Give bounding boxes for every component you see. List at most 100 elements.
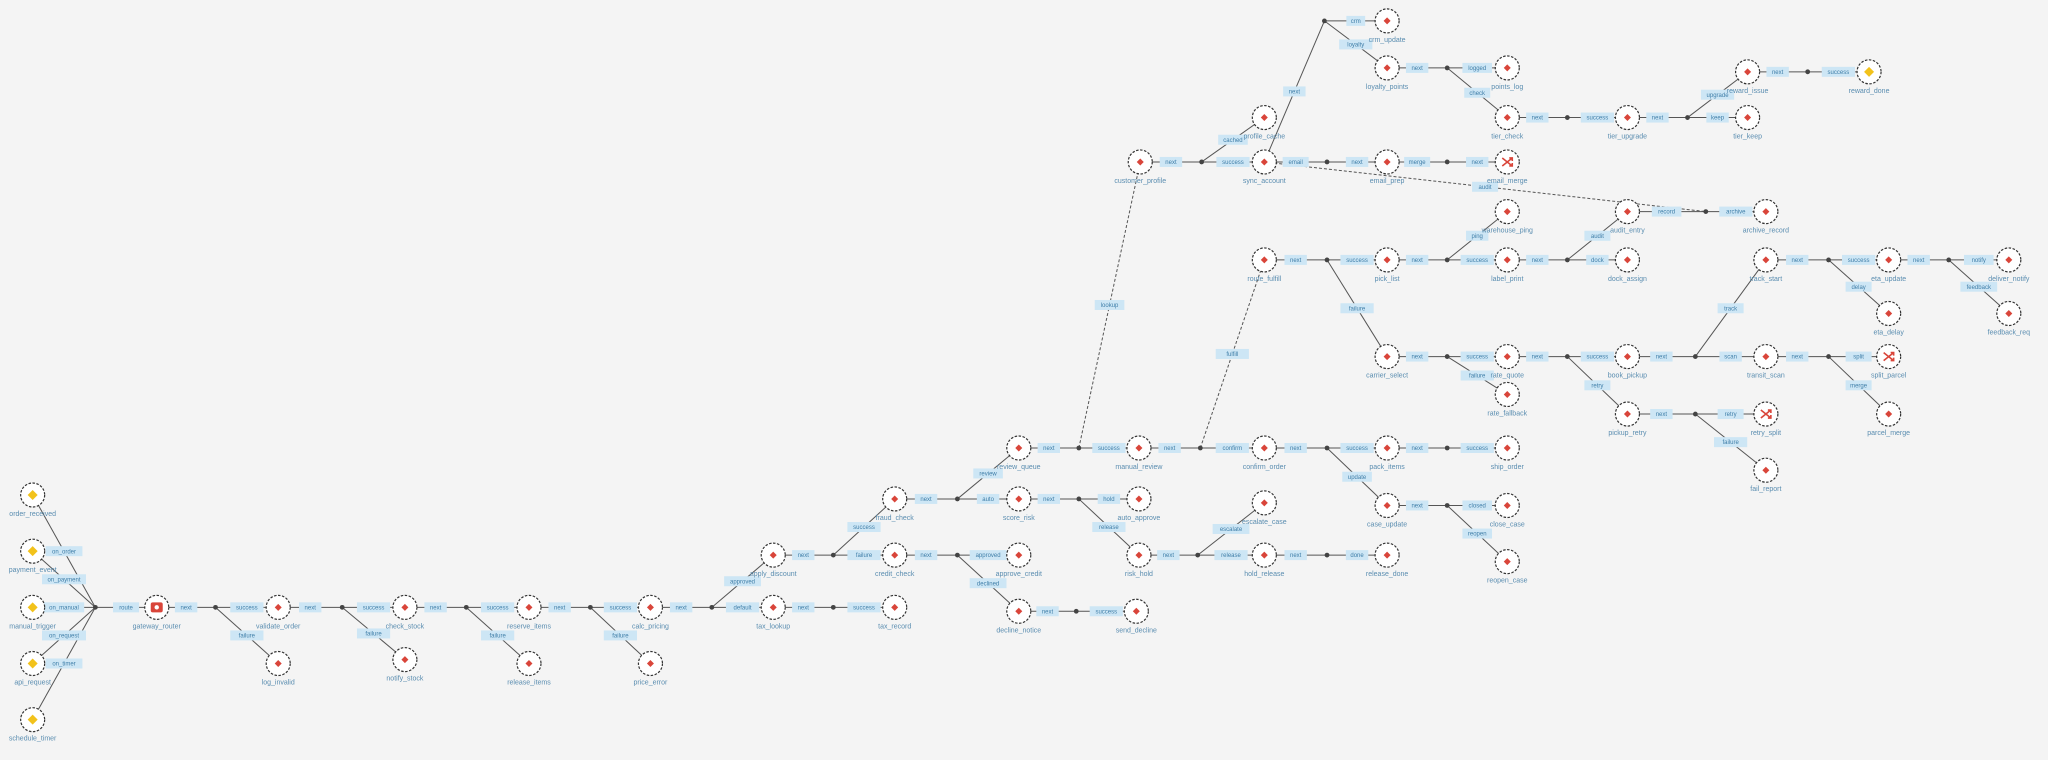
edge-label-text: failure (1722, 440, 1739, 446)
node-label: fraud_check (876, 515, 915, 522)
node-label: split_parcel (1871, 373, 1907, 380)
edge-label-box (230, 602, 264, 613)
edge-label-box (1714, 437, 1748, 448)
task-icon (1132, 607, 1140, 615)
junction (92, 604, 98, 610)
edge-label: split (1845, 351, 1872, 362)
edge-label-box (1037, 443, 1061, 453)
node: dock_assign (1608, 247, 1647, 283)
node-label: send_decline (1116, 627, 1157, 634)
edge-label-text: retry (1591, 383, 1603, 389)
task-icon (1503, 501, 1511, 509)
node: eta_update (1871, 247, 1906, 283)
node-label: escalate_case (1242, 519, 1287, 526)
edge-label-box (424, 602, 447, 613)
node-label: payment_event (9, 567, 57, 574)
edge-label: next (1466, 156, 1489, 167)
edge-label: next (1786, 351, 1809, 362)
node: rate_fallback (1487, 381, 1528, 417)
task-icon (1015, 495, 1023, 503)
edge-label-text: cached (1223, 138, 1242, 144)
edge-label-text: on_order (52, 549, 76, 555)
edge-label-text: success (1098, 446, 1120, 452)
edge-label-text: upgrade (1707, 93, 1730, 99)
edge-label-box (1717, 303, 1744, 314)
edge-label-text: approved (976, 553, 1001, 559)
edge-label: success (1089, 606, 1123, 617)
node: confirm_order (1243, 435, 1287, 471)
node-label: dock_assign (1608, 276, 1647, 283)
edge-label: failure (356, 628, 391, 639)
edge-label-text: success (1346, 258, 1368, 264)
edge-label: merge (1404, 156, 1431, 167)
node-label: tier_upgrade (1608, 134, 1647, 141)
node-label: archive_record (1743, 228, 1789, 235)
node-label: reward_issue (1727, 88, 1769, 95)
edge-label-text: next (1792, 355, 1804, 361)
node: tier_keep (1733, 104, 1762, 141)
edge-labels: on_order on_payment on_manual on_request on_… (42, 15, 1998, 669)
node-label: decline_notice (996, 627, 1041, 634)
edge-label-box (1462, 528, 1493, 539)
edge-label-box (356, 628, 391, 639)
shuffle-icon (1760, 409, 1772, 419)
edge-label-box (1462, 500, 1493, 511)
edge-label: done (1345, 550, 1369, 561)
node-label: credit_check (875, 571, 915, 578)
edge-label-box (1700, 89, 1735, 100)
node-label: profile_cache (1244, 134, 1286, 141)
node: profile_cache (1244, 104, 1286, 141)
junction (1826, 354, 1831, 359)
node-label: price_error (634, 680, 669, 687)
node-label: rate_quote (1491, 373, 1525, 380)
node-label: route_fulfill (1247, 276, 1281, 283)
node: gateway_router (133, 594, 182, 630)
edge-label: next (1159, 156, 1183, 167)
edge-label-text: default (734, 605, 752, 611)
node-label: approve_credit (996, 571, 1042, 578)
edge-label-box (1719, 351, 1742, 362)
edge-label: next (1646, 112, 1669, 123)
edge-label-text: next (1351, 160, 1363, 166)
edge-label-box (1284, 254, 1307, 265)
edge-label-text: next (1411, 355, 1423, 361)
node-label: risk_hold (1125, 571, 1153, 578)
edge-label-box (1157, 550, 1180, 561)
edge-label: update (1342, 471, 1372, 482)
task-icon (1744, 68, 1752, 76)
edge-label-box (725, 602, 760, 613)
node: fail_report (1750, 457, 1781, 493)
edge-label: email (1282, 156, 1309, 167)
edge-label: merge (1845, 380, 1872, 391)
node-label: log_invalid (262, 680, 295, 687)
edge-label: feedback (1960, 281, 1998, 292)
edge-label: success (1340, 443, 1374, 453)
edge-label-box (1646, 112, 1669, 123)
node: hold_release (1244, 542, 1284, 578)
node: rate_quote (1491, 343, 1525, 380)
node-label: score_risk (1003, 515, 1035, 522)
edge-label-text: approved (730, 579, 755, 585)
edge-label-text: closed (1469, 504, 1486, 510)
edge-label: keep (1706, 112, 1729, 123)
edge-label-text: next (1532, 116, 1544, 122)
node-label: close_case (1490, 521, 1525, 528)
edge-label: next (1405, 443, 1429, 453)
junction (830, 604, 836, 610)
edge-label: crm (1346, 15, 1366, 26)
node: fraud_check (876, 486, 915, 522)
junction (1322, 18, 1327, 24)
edge-label: success (1580, 112, 1614, 123)
edge-label-box (1786, 351, 1809, 362)
edge-label-box (1215, 348, 1249, 359)
edge-label-box (1526, 351, 1549, 362)
edge-label: logged (1462, 62, 1493, 73)
edge-label-box (1404, 156, 1431, 167)
edge-label: next (1157, 550, 1180, 561)
node: retry_split (1751, 401, 1781, 437)
edge-label-text: on_manual (49, 605, 79, 611)
edge-label-text: success (1828, 70, 1850, 76)
edge-label-text: next (554, 605, 566, 611)
edge-label-box (1405, 500, 1429, 511)
edge-label-box (847, 602, 881, 613)
